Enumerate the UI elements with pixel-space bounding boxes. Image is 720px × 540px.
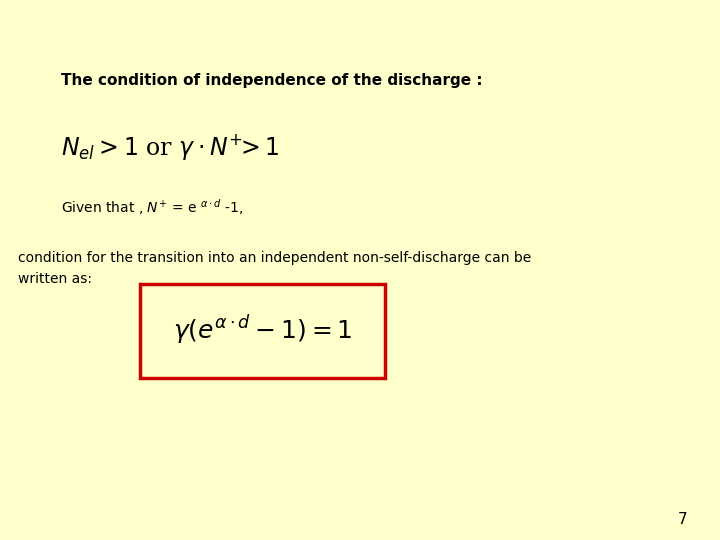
Text: Given that , $N^{+}$ = e $^{\alpha \cdot d}$ -1,: Given that , $N^{+}$ = e $^{\alpha \cdot… bbox=[61, 197, 243, 217]
Text: $\gamma(e^{\alpha \cdot d} - 1) = 1$: $\gamma(e^{\alpha \cdot d} - 1) = 1$ bbox=[173, 314, 353, 347]
Text: $\mathit{N_{el}}$$\mathit{>1}$ or $\mathit{\gamma \cdot N^{+}\!\!>1}$: $\mathit{N_{el}}$$\mathit{>1}$ or $\math… bbox=[61, 132, 279, 163]
Text: condition for the transition into an independent non-self-discharge can be
writt: condition for the transition into an ind… bbox=[18, 251, 531, 286]
FancyBboxPatch shape bbox=[140, 284, 385, 378]
Text: The condition of independence of the discharge :: The condition of independence of the dis… bbox=[61, 73, 483, 88]
Text: 7: 7 bbox=[678, 511, 688, 526]
